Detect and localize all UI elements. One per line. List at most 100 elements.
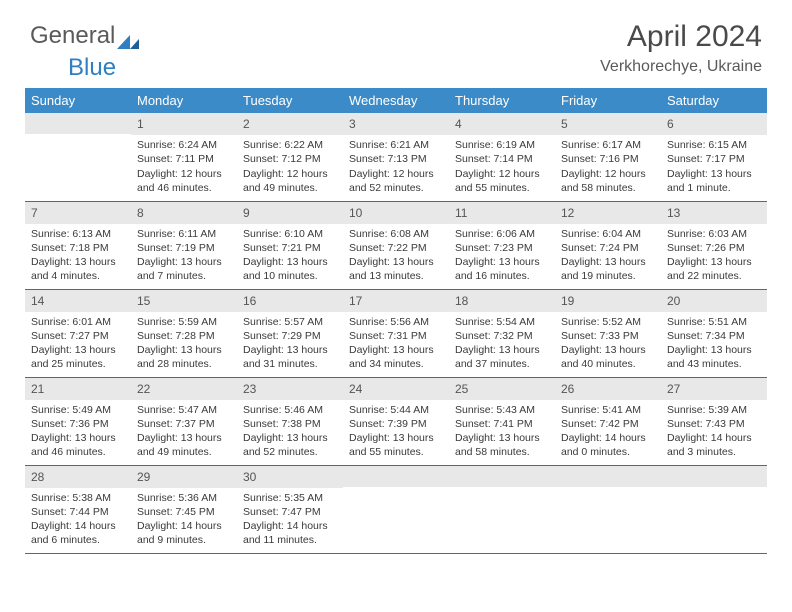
- day-content: Sunrise: 5:56 AMSunset: 7:31 PMDaylight:…: [343, 312, 449, 376]
- sunrise-text: Sunrise: 5:47 AM: [137, 403, 231, 417]
- daylight-text: Daylight: 13 hours and 43 minutes.: [667, 343, 761, 371]
- sunset-text: Sunset: 7:28 PM: [137, 329, 231, 343]
- calendar-day-cell: 7Sunrise: 6:13 AMSunset: 7:18 PMDaylight…: [25, 201, 131, 289]
- calendar-day-cell: [555, 465, 661, 553]
- calendar-day-cell: 4Sunrise: 6:19 AMSunset: 7:14 PMDaylight…: [449, 113, 555, 201]
- calendar-day-cell: 21Sunrise: 5:49 AMSunset: 7:36 PMDayligh…: [25, 377, 131, 465]
- day-content: Sunrise: 6:19 AMSunset: 7:14 PMDaylight:…: [449, 135, 555, 199]
- daylight-text: Daylight: 13 hours and 37 minutes.: [455, 343, 549, 371]
- weekday-header: Friday: [555, 88, 661, 113]
- day-content: Sunrise: 5:54 AMSunset: 7:32 PMDaylight:…: [449, 312, 555, 376]
- day-content: Sunrise: 5:43 AMSunset: 7:41 PMDaylight:…: [449, 400, 555, 464]
- sunset-text: Sunset: 7:11 PM: [137, 152, 231, 166]
- daylight-text: Daylight: 12 hours and 49 minutes.: [243, 167, 337, 195]
- brand-part2: Blue: [68, 54, 139, 82]
- calendar-day-cell: 12Sunrise: 6:04 AMSunset: 7:24 PMDayligh…: [555, 201, 661, 289]
- day-content: Sunrise: 5:38 AMSunset: 7:44 PMDaylight:…: [25, 488, 131, 552]
- calendar-day-cell: 23Sunrise: 5:46 AMSunset: 7:38 PMDayligh…: [237, 377, 343, 465]
- daylight-text: Daylight: 14 hours and 0 minutes.: [561, 431, 655, 459]
- sunrise-text: Sunrise: 5:52 AM: [561, 315, 655, 329]
- day-number: [449, 466, 555, 487]
- sunset-text: Sunset: 7:34 PM: [667, 329, 761, 343]
- calendar-day-cell: 30Sunrise: 5:35 AMSunset: 7:47 PMDayligh…: [237, 465, 343, 553]
- calendar-day-cell: 29Sunrise: 5:36 AMSunset: 7:45 PMDayligh…: [131, 465, 237, 553]
- calendar-week-row: 14Sunrise: 6:01 AMSunset: 7:27 PMDayligh…: [25, 289, 767, 377]
- day-content: Sunrise: 5:36 AMSunset: 7:45 PMDaylight:…: [131, 488, 237, 552]
- day-number: [661, 466, 767, 487]
- sunset-text: Sunset: 7:13 PM: [349, 152, 443, 166]
- sunrise-text: Sunrise: 6:22 AM: [243, 138, 337, 152]
- sunrise-text: Sunrise: 6:11 AM: [137, 227, 231, 241]
- day-number: 22: [131, 378, 237, 400]
- calendar-day-cell: 16Sunrise: 5:57 AMSunset: 7:29 PMDayligh…: [237, 289, 343, 377]
- daylight-text: Daylight: 12 hours and 55 minutes.: [455, 167, 549, 195]
- sunrise-text: Sunrise: 6:06 AM: [455, 227, 549, 241]
- calendar-day-cell: 19Sunrise: 5:52 AMSunset: 7:33 PMDayligh…: [555, 289, 661, 377]
- calendar-day-cell: 15Sunrise: 5:59 AMSunset: 7:28 PMDayligh…: [131, 289, 237, 377]
- day-content: Sunrise: 5:59 AMSunset: 7:28 PMDaylight:…: [131, 312, 237, 376]
- sunrise-text: Sunrise: 5:44 AM: [349, 403, 443, 417]
- sunset-text: Sunset: 7:44 PM: [31, 505, 125, 519]
- day-content: Sunrise: 6:17 AMSunset: 7:16 PMDaylight:…: [555, 135, 661, 199]
- day-number: 30: [237, 466, 343, 488]
- sunset-text: Sunset: 7:21 PM: [243, 241, 337, 255]
- sunrise-text: Sunrise: 5:43 AM: [455, 403, 549, 417]
- day-content: Sunrise: 6:11 AMSunset: 7:19 PMDaylight:…: [131, 224, 237, 288]
- sunrise-text: Sunrise: 6:01 AM: [31, 315, 125, 329]
- day-number: 28: [25, 466, 131, 488]
- daylight-text: Daylight: 13 hours and 55 minutes.: [349, 431, 443, 459]
- sunset-text: Sunset: 7:37 PM: [137, 417, 231, 431]
- sunrise-text: Sunrise: 5:41 AM: [561, 403, 655, 417]
- day-number: 26: [555, 378, 661, 400]
- day-number: 8: [131, 202, 237, 224]
- sunset-text: Sunset: 7:14 PM: [455, 152, 549, 166]
- calendar-day-cell: [25, 113, 131, 201]
- day-number: 9: [237, 202, 343, 224]
- calendar-day-cell: 18Sunrise: 5:54 AMSunset: 7:32 PMDayligh…: [449, 289, 555, 377]
- day-content: Sunrise: 6:03 AMSunset: 7:26 PMDaylight:…: [661, 224, 767, 288]
- day-content: Sunrise: 6:21 AMSunset: 7:13 PMDaylight:…: [343, 135, 449, 199]
- calendar-day-cell: 8Sunrise: 6:11 AMSunset: 7:19 PMDaylight…: [131, 201, 237, 289]
- day-content: Sunrise: 5:49 AMSunset: 7:36 PMDaylight:…: [25, 400, 131, 464]
- calendar-day-cell: 11Sunrise: 6:06 AMSunset: 7:23 PMDayligh…: [449, 201, 555, 289]
- location-text: Verkhorechye, Ukraine: [600, 58, 762, 76]
- sunrise-text: Sunrise: 5:46 AM: [243, 403, 337, 417]
- sunrise-text: Sunrise: 6:03 AM: [667, 227, 761, 241]
- day-number: 14: [25, 290, 131, 312]
- day-content: Sunrise: 6:01 AMSunset: 7:27 PMDaylight:…: [25, 312, 131, 376]
- daylight-text: Daylight: 13 hours and 46 minutes.: [31, 431, 125, 459]
- calendar-day-cell: 20Sunrise: 5:51 AMSunset: 7:34 PMDayligh…: [661, 289, 767, 377]
- day-number: 27: [661, 378, 767, 400]
- day-number: 15: [131, 290, 237, 312]
- day-number: 1: [131, 113, 237, 135]
- daylight-text: Daylight: 13 hours and 16 minutes.: [455, 255, 549, 283]
- day-content: Sunrise: 6:08 AMSunset: 7:22 PMDaylight:…: [343, 224, 449, 288]
- calendar-header-row: SundayMondayTuesdayWednesdayThursdayFrid…: [25, 88, 767, 113]
- sunset-text: Sunset: 7:47 PM: [243, 505, 337, 519]
- calendar-day-cell: 17Sunrise: 5:56 AMSunset: 7:31 PMDayligh…: [343, 289, 449, 377]
- calendar-day-cell: 9Sunrise: 6:10 AMSunset: 7:21 PMDaylight…: [237, 201, 343, 289]
- day-number: 17: [343, 290, 449, 312]
- day-number: 19: [555, 290, 661, 312]
- day-content: Sunrise: 5:41 AMSunset: 7:42 PMDaylight:…: [555, 400, 661, 464]
- day-content: Sunrise: 5:52 AMSunset: 7:33 PMDaylight:…: [555, 312, 661, 376]
- sunrise-text: Sunrise: 5:56 AM: [349, 315, 443, 329]
- day-number: 2: [237, 113, 343, 135]
- daylight-text: Daylight: 13 hours and 28 minutes.: [137, 343, 231, 371]
- sunset-text: Sunset: 7:32 PM: [455, 329, 549, 343]
- calendar-day-cell: [661, 465, 767, 553]
- calendar-day-cell: 6Sunrise: 6:15 AMSunset: 7:17 PMDaylight…: [661, 113, 767, 201]
- sunset-text: Sunset: 7:31 PM: [349, 329, 443, 343]
- day-number: 16: [237, 290, 343, 312]
- day-number: 29: [131, 466, 237, 488]
- day-content: Sunrise: 6:04 AMSunset: 7:24 PMDaylight:…: [555, 224, 661, 288]
- daylight-text: Daylight: 13 hours and 22 minutes.: [667, 255, 761, 283]
- day-number: 23: [237, 378, 343, 400]
- day-number: [343, 466, 449, 487]
- calendar-week-row: 1Sunrise: 6:24 AMSunset: 7:11 PMDaylight…: [25, 113, 767, 201]
- sunrise-text: Sunrise: 6:19 AM: [455, 138, 549, 152]
- brand-part1: General: [30, 22, 115, 49]
- sunset-text: Sunset: 7:38 PM: [243, 417, 337, 431]
- page-title: April 2024: [600, 20, 762, 54]
- day-number: 12: [555, 202, 661, 224]
